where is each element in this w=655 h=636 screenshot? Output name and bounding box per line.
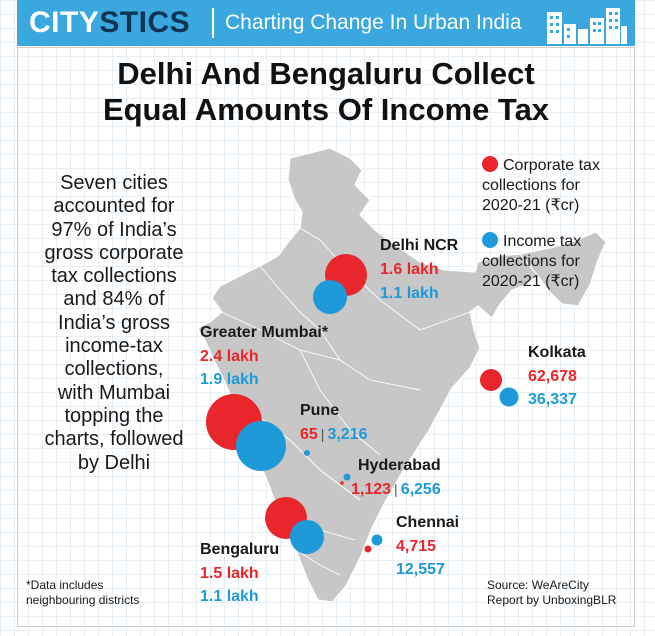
delhi-income-value: 1.1 lakh xyxy=(380,285,439,302)
blurb-line: charts, followed xyxy=(44,428,184,451)
state-border xyxy=(259,265,321,331)
legend-line: collections for xyxy=(482,253,580,270)
title-line: Equal Amounts Of Income Tax xyxy=(102,92,550,127)
legend-line: Corporate tax xyxy=(503,157,600,174)
blurb-line: by Delhi xyxy=(77,451,151,474)
blurb-line: gross corporate xyxy=(44,241,184,264)
skyline-icon xyxy=(547,8,627,44)
hyderabad-values: 1,123 | 6,256 xyxy=(351,481,441,499)
header-tagline: Charting Change In Urban India xyxy=(225,11,522,34)
brand-first: CITY xyxy=(29,6,100,39)
source-credit: Source: WeAreCity Report by UnboxingBLR xyxy=(487,578,616,608)
city-bubbles xyxy=(206,254,519,554)
pune-income-value: 3,216 xyxy=(327,426,368,443)
chennai-income-value: 12,557 xyxy=(396,561,445,578)
city-name-pune: Pune xyxy=(300,402,340,419)
pune-values: 65 | 3,216 xyxy=(300,426,367,444)
legend-income: Income tax collections for 2020-21 (₹cr) xyxy=(482,232,617,292)
mumbai-income-bubble xyxy=(236,421,286,471)
title-line: Delhi And Bengaluru Collect xyxy=(117,56,535,91)
northeast-outline xyxy=(519,231,607,307)
blurb-line: income-tax xyxy=(65,335,163,358)
legend-line: 2020-21 (₹cr) xyxy=(482,273,580,290)
city-name-kolkata: Kolkata xyxy=(528,344,586,361)
header-divider xyxy=(212,8,214,38)
legend-corporate: Corporate tax collections for 2020-21 (₹… xyxy=(482,156,617,216)
brand-logo: CITYSTICS xyxy=(29,6,190,40)
hyderabad-income-value: 6,256 xyxy=(400,481,441,498)
bengaluru-corporate-value: 1.5 lakh xyxy=(200,565,259,582)
delhi-corporate-value: 1.6 lakh xyxy=(380,261,439,278)
city-name-chennai: Chennai xyxy=(396,514,460,531)
brand-second: STICS xyxy=(99,6,191,39)
value-separator: | xyxy=(394,481,398,497)
blurb-line: tax collections xyxy=(51,265,177,288)
delhi-income-bubble xyxy=(313,280,347,314)
main-title: Delhi And Bengaluru Collect Equal Amount… xyxy=(17,56,635,128)
legend-income-dot xyxy=(482,232,498,248)
source-line: Source: WeAreCity xyxy=(487,578,589,592)
mumbai-income-value: 1.9 lakh xyxy=(200,371,259,388)
india-outline xyxy=(197,147,544,603)
pune-corporate-value: 65 xyxy=(300,426,318,443)
pune-income-bubble xyxy=(304,450,310,456)
city-name-delhi: Delhi NCR xyxy=(380,237,459,254)
legend-line: Income tax xyxy=(503,233,582,250)
frame-border xyxy=(17,47,635,627)
footnote-line: neighbouring districts xyxy=(26,593,140,607)
intro-blurb: Seven cities accounted for 97% of India’… xyxy=(30,172,198,475)
blurb-line: collections, xyxy=(64,358,164,381)
city-name-hyderabad: Hyderabad xyxy=(358,457,441,474)
hyderabad-income-bubble xyxy=(343,473,351,481)
state-border xyxy=(299,349,381,456)
footnote-line: *Data includes xyxy=(26,578,104,592)
blurb-line: India’s gross xyxy=(58,311,170,334)
kolkata-income-value: 36,337 xyxy=(528,391,577,408)
blurb-line: 97% of India’s xyxy=(51,218,177,241)
blurb-line: with Mumbai xyxy=(57,381,171,404)
legend-line: 2020-21 (₹cr) xyxy=(482,197,580,214)
blurb-line: accounted for xyxy=(53,195,175,218)
hyderabad-corporate-value: 1,123 xyxy=(351,481,392,498)
blurb-line: topping the xyxy=(64,404,164,427)
source-line: Report by UnboxingBLR xyxy=(487,593,617,607)
header-banner: CITYSTICS Charting Change In Urban India xyxy=(17,0,635,46)
blurb-line: Seven cities xyxy=(60,172,168,194)
city-name-mumbai: Greater Mumbai* xyxy=(200,324,329,341)
chennai-corporate-value: 4,715 xyxy=(396,538,437,555)
footnote: *Data includes neighbouring districts xyxy=(26,578,139,608)
state-border xyxy=(221,311,341,361)
chennai-corporate-bubble xyxy=(364,545,372,553)
legend-corporate-dot xyxy=(482,156,498,172)
legend-line: collections for xyxy=(482,177,580,194)
blurb-line: and 84% of xyxy=(63,288,165,311)
city-name-bengaluru: Bengaluru xyxy=(200,541,280,558)
bengaluru-income-bubble xyxy=(290,520,324,554)
bengaluru-income-value: 1.1 lakh xyxy=(200,588,259,605)
kolkata-corporate-value: 62,678 xyxy=(528,368,577,385)
state-border xyxy=(295,549,341,576)
value-separator: | xyxy=(320,426,325,442)
chennai-income-bubble xyxy=(371,534,383,546)
hyderabad-corporate-bubble xyxy=(340,481,344,485)
state-border xyxy=(319,329,421,391)
mumbai-corporate-value: 2.4 lakh xyxy=(200,348,259,365)
kolkata-corporate-bubble xyxy=(480,369,502,391)
kolkata-income-bubble xyxy=(499,387,519,407)
